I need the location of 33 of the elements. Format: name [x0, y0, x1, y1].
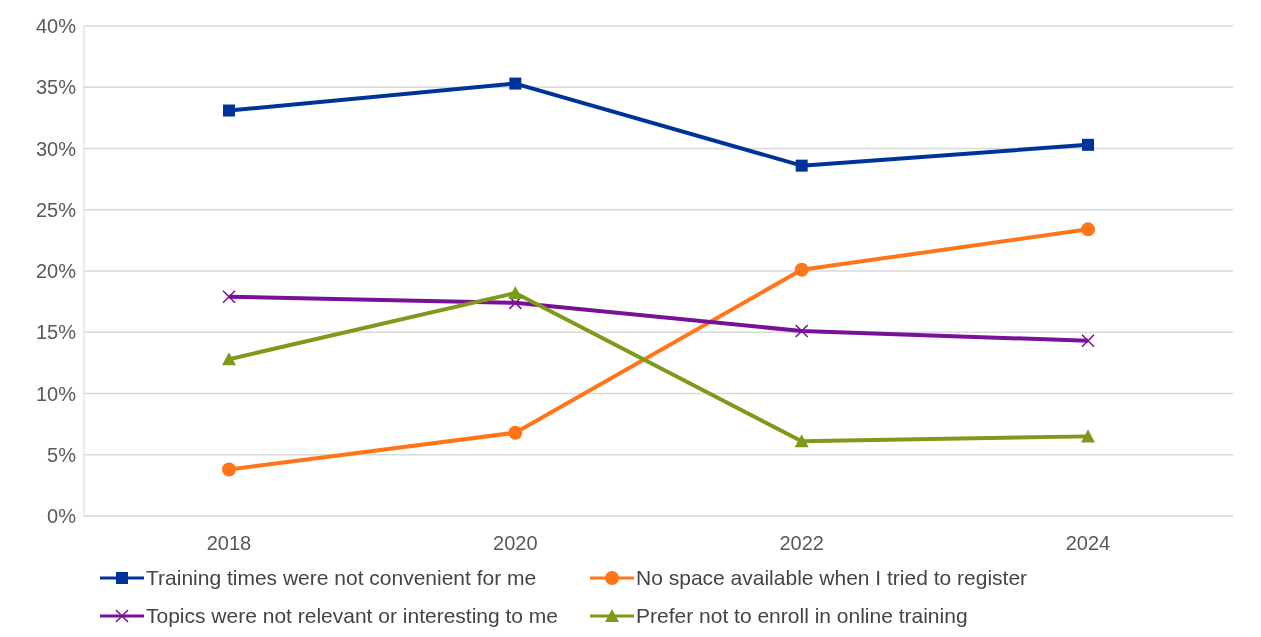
- point: [222, 289, 236, 304]
- point: [223, 104, 235, 117]
- x-tick-label: 2024: [1065, 532, 1111, 555]
- point: [1081, 222, 1095, 237]
- y-tick-label: 10%: [35, 382, 77, 405]
- x-tick-label: 2018: [206, 532, 252, 555]
- legend-label: Topics were not relevant or interesting to me: [146, 604, 559, 628]
- point: [508, 425, 523, 440]
- y-tick-label: 20%: [35, 260, 77, 283]
- point: [1082, 138, 1094, 151]
- point: [794, 324, 809, 338]
- point: [794, 434, 809, 448]
- legend-label: Training times were not convenient for me: [146, 566, 537, 590]
- point: [795, 159, 808, 172]
- y-tick-label: 30%: [35, 137, 77, 160]
- x-tick-label: 2022: [779, 532, 824, 555]
- x-tick-label: 2020: [493, 532, 538, 555]
- point: [1081, 334, 1095, 348]
- y-tick-label: 35%: [35, 76, 77, 99]
- point: [794, 262, 809, 277]
- legend-label: No space available when I tried to register: [636, 566, 1028, 590]
- point: [222, 462, 236, 477]
- point: [1081, 429, 1095, 443]
- y-tick-label: 15%: [35, 321, 77, 344]
- point: [508, 286, 523, 300]
- point: [508, 296, 523, 310]
- y-tick-label: 25%: [35, 198, 77, 221]
- point: [509, 77, 522, 90]
- y-tick-label: 0%: [47, 505, 77, 528]
- y-tick-label: 40%: [35, 15, 77, 38]
- legend-label: Prefer not to enroll in online training: [636, 604, 968, 628]
- point: [222, 352, 236, 366]
- y-tick-label: 5%: [47, 443, 77, 466]
